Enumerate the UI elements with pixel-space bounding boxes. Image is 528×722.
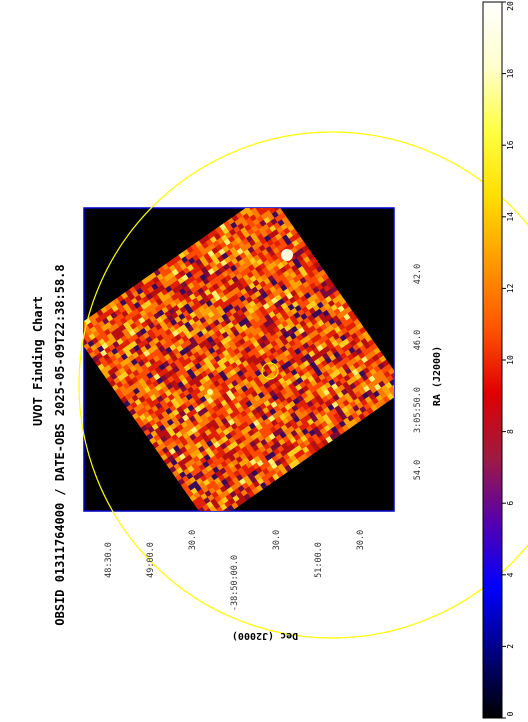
colorbar-tick-label: 18 bbox=[506, 69, 515, 79]
image-pixels bbox=[84, 208, 394, 511]
colorbar-tick-label: 4 bbox=[506, 572, 515, 577]
ra-tick-label: 46.0 bbox=[413, 330, 423, 350]
colorbar-tick-label: 16 bbox=[506, 140, 515, 150]
colorbar-tick-label: 8 bbox=[506, 429, 515, 434]
source-circle bbox=[261, 362, 279, 380]
colorbar-tick-label: 12 bbox=[506, 283, 515, 293]
dec-tick-label: 30.0 bbox=[272, 530, 282, 550]
colorbar-tick-label: 14 bbox=[506, 212, 515, 222]
colorbar-tick-label: 0 bbox=[506, 711, 515, 716]
chart-title: UVOT Finding Chart bbox=[31, 296, 45, 426]
colorbar bbox=[482, 1, 503, 719]
dec-tick-label: 49:00.0 bbox=[146, 542, 156, 578]
field-circle bbox=[78, 131, 528, 639]
dec-tick-label: 30.0 bbox=[356, 530, 366, 550]
colorbar-tick-label: 10 bbox=[506, 355, 515, 365]
chart-subtitle: OBSID 01311764000 / DATE-OBS 2025-05-09T… bbox=[53, 264, 67, 625]
dec-tick-label: -38:50:00.0 bbox=[230, 555, 240, 611]
x-axis-label: RA (J2000) bbox=[432, 346, 443, 406]
dec-tick-label: 51:00.0 bbox=[314, 542, 324, 578]
y-axis-label: Dec (J2000) bbox=[232, 630, 298, 641]
ra-tick-label: 42.0 bbox=[413, 264, 423, 284]
colorbar-tick-label: 6 bbox=[506, 501, 515, 506]
dec-tick-label: 48:30.0 bbox=[104, 542, 114, 578]
ra-tick-label: 54.0 bbox=[413, 460, 423, 480]
bright-source bbox=[281, 249, 293, 261]
dec-tick-label: 30.0 bbox=[188, 530, 198, 550]
colorbar-tick-label: 20 bbox=[506, 1, 515, 11]
ra-tick-label: 3:05:50.0 bbox=[413, 387, 423, 433]
faint-source bbox=[207, 389, 213, 395]
colorbar-ticks: 0 2 4 6 8 10 12 14 16 18 20 bbox=[502, 1, 515, 719]
colorbar-tick-label: 2 bbox=[506, 644, 515, 649]
